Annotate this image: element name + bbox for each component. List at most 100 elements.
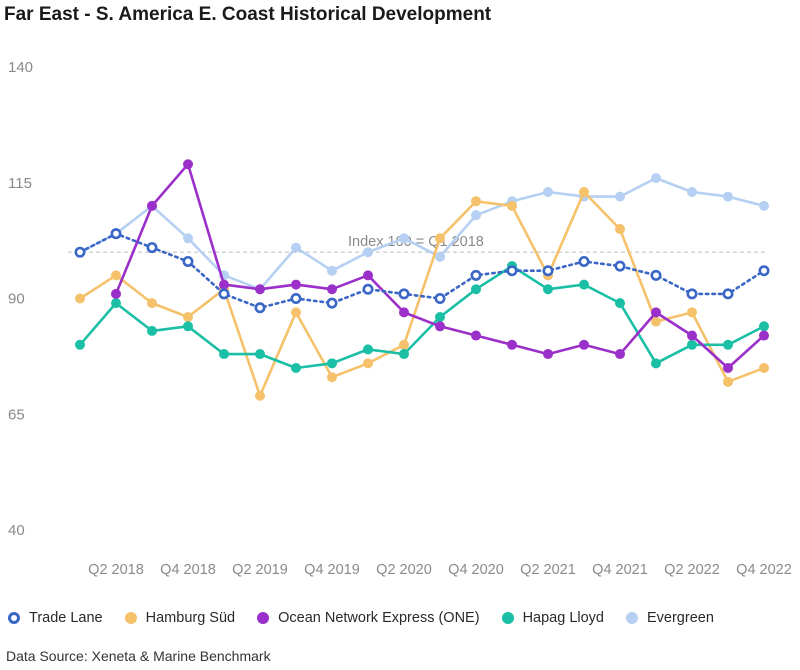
data-point [470,269,482,281]
data-point [219,279,229,290]
data-point [399,339,409,350]
legend-label: Trade Lane [29,610,103,626]
data-point [651,316,661,327]
data-point [399,233,409,244]
data-point [435,233,445,244]
data-point [111,270,121,281]
data-point [578,255,590,267]
data-point [291,279,301,290]
data-point [290,292,302,304]
data-point [687,330,697,341]
data-point [615,191,625,202]
data-point [183,233,193,244]
data-source: Data Source: Xeneta & Marine Benchmark [6,648,271,664]
data-point [686,288,698,300]
y-tick-label: 90 [8,291,25,308]
data-point [291,362,301,373]
series-hamburg-s-d [75,187,769,401]
y-tick-label: 40 [8,522,25,539]
legend-marker [257,612,270,624]
data-point [651,307,661,318]
data-point [471,330,481,341]
data-point [651,358,661,369]
x-tick-label: Q4 2020 [448,562,504,578]
legend: Trade Lane Hamburg Süd Ocean Network Expre… [8,610,736,626]
data-point [723,191,733,202]
data-point [687,339,697,350]
legend-item: Hapag Lloyd [501,610,604,626]
data-point [471,210,481,221]
data-point [579,187,589,198]
legend-item: Trade Lane [8,610,103,626]
data-point [111,298,121,309]
data-point [614,260,626,272]
series-line [78,232,766,310]
data-point [183,312,193,323]
data-point [435,312,445,323]
data-point [363,270,373,281]
series-trade-lane [74,228,770,314]
data-point [722,288,734,300]
data-point [75,293,85,304]
data-point [362,283,374,295]
data-point [543,187,553,198]
data-point [434,292,446,304]
data-point [471,284,481,295]
series-line [78,264,766,370]
data-point [254,302,266,314]
data-point [218,288,230,300]
data-point [759,362,769,373]
data-point [219,349,229,360]
legend-item: Ocean Network Express (ONE) [257,610,480,626]
data-point [399,307,409,318]
data-point [723,362,733,373]
x-tick-label: Q4 2022 [736,562,792,578]
x-tick-label: Q4 2021 [592,562,648,578]
data-point [506,265,518,277]
x-tick-label: Q2 2021 [520,562,576,578]
data-point [723,376,733,387]
legend-label: Ocean Network Express (ONE) [278,610,480,626]
legend-label: Evergreen [646,610,714,626]
data-point [147,325,157,336]
data-point [759,321,769,332]
data-point [363,358,373,369]
data-point [723,339,733,350]
data-point [255,284,265,295]
data-point [111,288,121,299]
data-point [687,307,697,318]
x-tick-label: Q2 2018 [88,562,144,578]
data-point [507,200,517,211]
data-point [759,330,769,341]
legend-label: Hamburg Süd [145,610,236,626]
line-chart: 40 65 90 115 140 Q2 2018 Q4 2018 Q2 2019 Q4 2019… [8,59,792,578]
data-point [543,284,553,295]
y-tick-label: 65 [8,406,25,423]
legend-item: Hamburg Süd [124,610,236,626]
data-point [759,200,769,211]
data-point [327,265,337,276]
data-point [650,269,662,281]
data-point [363,344,373,355]
series-hapag-lloyd [75,261,769,373]
data-point [326,297,338,309]
series-line [78,176,766,291]
data-point [327,372,337,383]
data-point [74,246,86,258]
data-point [182,255,194,267]
x-tick-label: Q2 2022 [664,562,720,578]
series-ocean-network-express-one [111,159,769,373]
legend-marker [124,612,137,624]
data-point [147,298,157,309]
data-point [327,284,337,295]
data-point [399,349,409,360]
chart-title: Far East - S. America E. Coast Historica… [4,4,492,25]
data-point [255,349,265,360]
data-point [507,339,517,350]
data-point [471,196,481,207]
data-point [327,358,337,369]
data-point [758,265,770,277]
legend-label: Hapag Lloyd [522,610,604,626]
x-tick-label: Q2 2019 [232,562,288,578]
data-point [291,307,301,318]
